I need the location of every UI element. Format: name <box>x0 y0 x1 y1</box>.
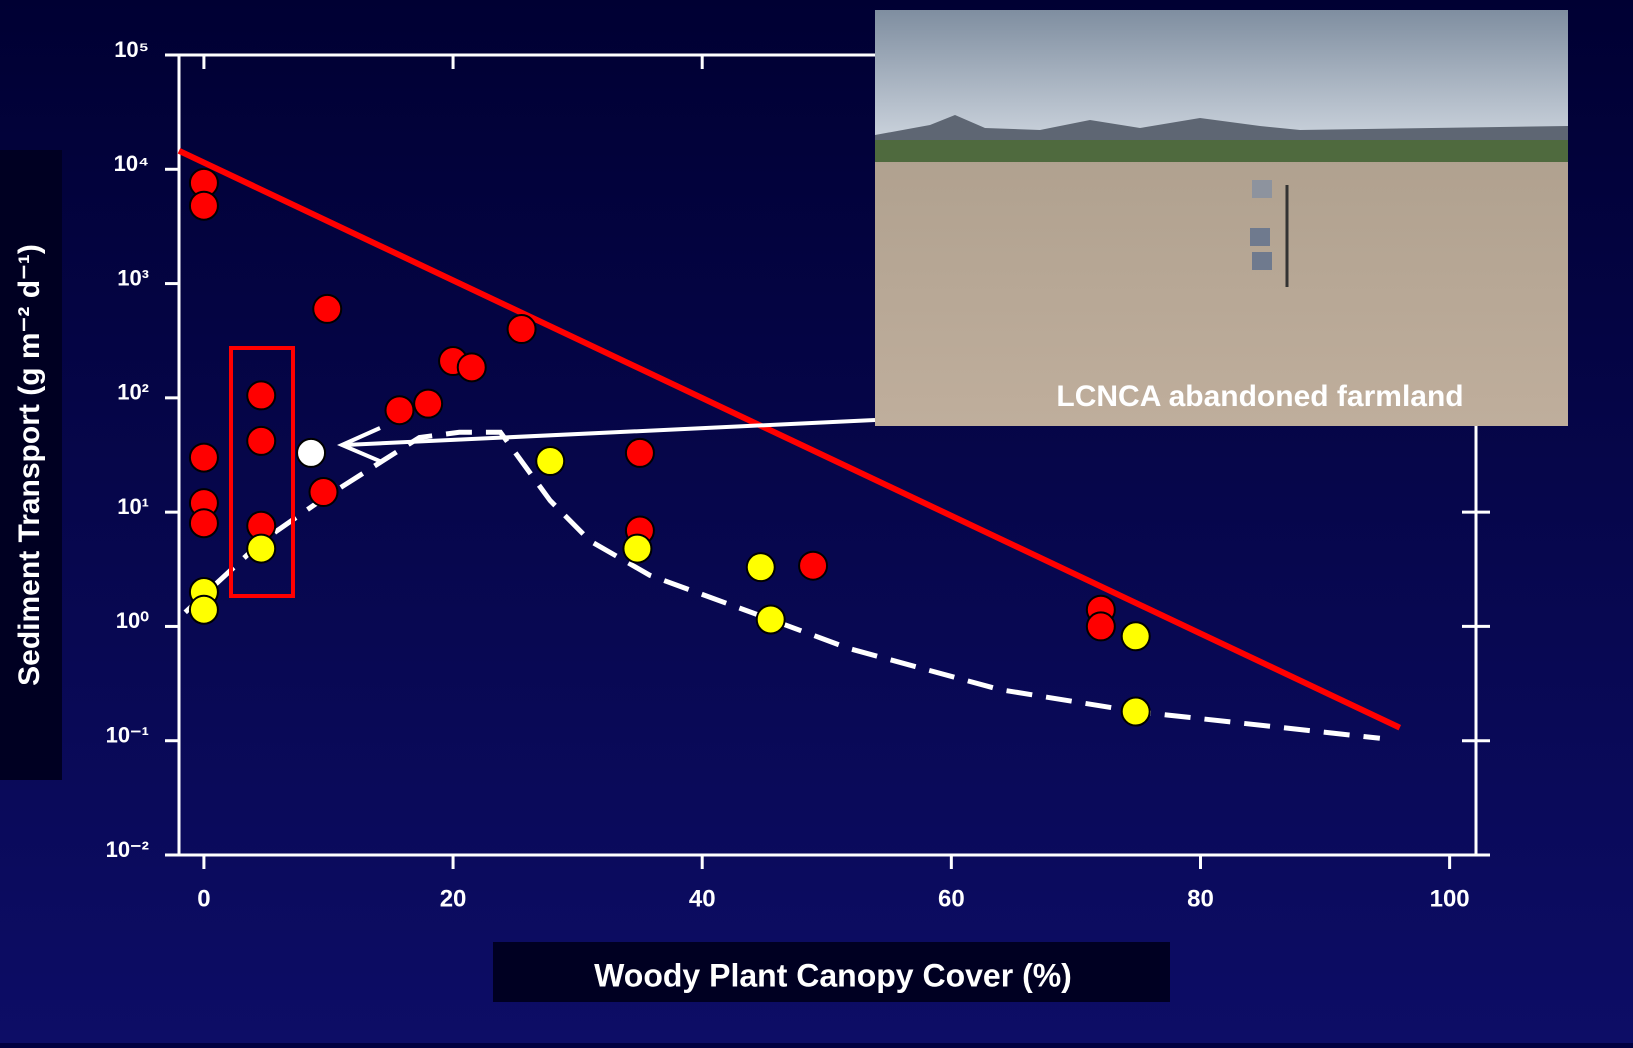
data-point <box>190 509 218 537</box>
data-point <box>247 535 275 563</box>
data-point <box>385 396 413 424</box>
data-point <box>313 295 341 323</box>
photo-caption: LCNCA abandoned farmland <box>1056 380 1463 413</box>
data-point <box>247 427 275 455</box>
data-point <box>190 192 218 220</box>
x-tick-label: 40 <box>689 885 716 912</box>
data-point <box>508 315 536 343</box>
data-point <box>1087 612 1115 640</box>
x-tick-label: 100 <box>1430 885 1470 912</box>
photo-sampler-vane <box>1252 180 1272 198</box>
photo: LCNCA abandoned farmland <box>875 10 1568 426</box>
y-tick-label: 10¹ <box>117 494 149 519</box>
data-point <box>799 552 827 580</box>
data-point <box>297 439 325 467</box>
data-point <box>247 381 275 409</box>
data-point <box>1122 622 1150 650</box>
data-point <box>623 535 651 563</box>
y-tick-label: 10⁴ <box>114 151 149 176</box>
page: Sediment Transport (g m⁻² d⁻¹) Woody Pla… <box>0 0 1633 1043</box>
data-point <box>190 444 218 472</box>
data-point <box>747 553 775 581</box>
photo-sampler-vane <box>1250 228 1270 246</box>
x-tick-label: 20 <box>440 885 467 912</box>
y-tick-label: 10⁻² <box>106 837 149 862</box>
photo-treeline <box>875 140 1568 162</box>
y-tick-label: 10⁰ <box>116 608 149 633</box>
y-tick-label: 10² <box>117 380 149 405</box>
x-axis-label: Woody Plant Canopy Cover (%) <box>594 957 1072 993</box>
y-axis-label: Sediment Transport (g m⁻² d⁻¹) <box>13 244 46 686</box>
data-point <box>1122 698 1150 726</box>
data-point <box>757 605 785 633</box>
data-point <box>190 596 218 624</box>
photo-sky <box>875 10 1568 135</box>
data-point <box>536 447 564 475</box>
x-tick-label: 80 <box>1187 885 1214 912</box>
data-point <box>414 390 442 418</box>
y-tick-label: 10⁻¹ <box>106 723 149 748</box>
y-tick-label: 10⁵ <box>114 37 149 62</box>
x-tick-label: 0 <box>197 885 210 912</box>
y-tick-label: 10³ <box>117 265 149 290</box>
data-point <box>310 478 338 506</box>
data-point <box>626 439 654 467</box>
photo-sampler-vane <box>1252 252 1272 270</box>
data-point <box>458 353 486 381</box>
x-tick-label: 60 <box>938 885 965 912</box>
chart: Sediment Transport (g m⁻² d⁻¹) Woody Pla… <box>0 0 1633 1043</box>
